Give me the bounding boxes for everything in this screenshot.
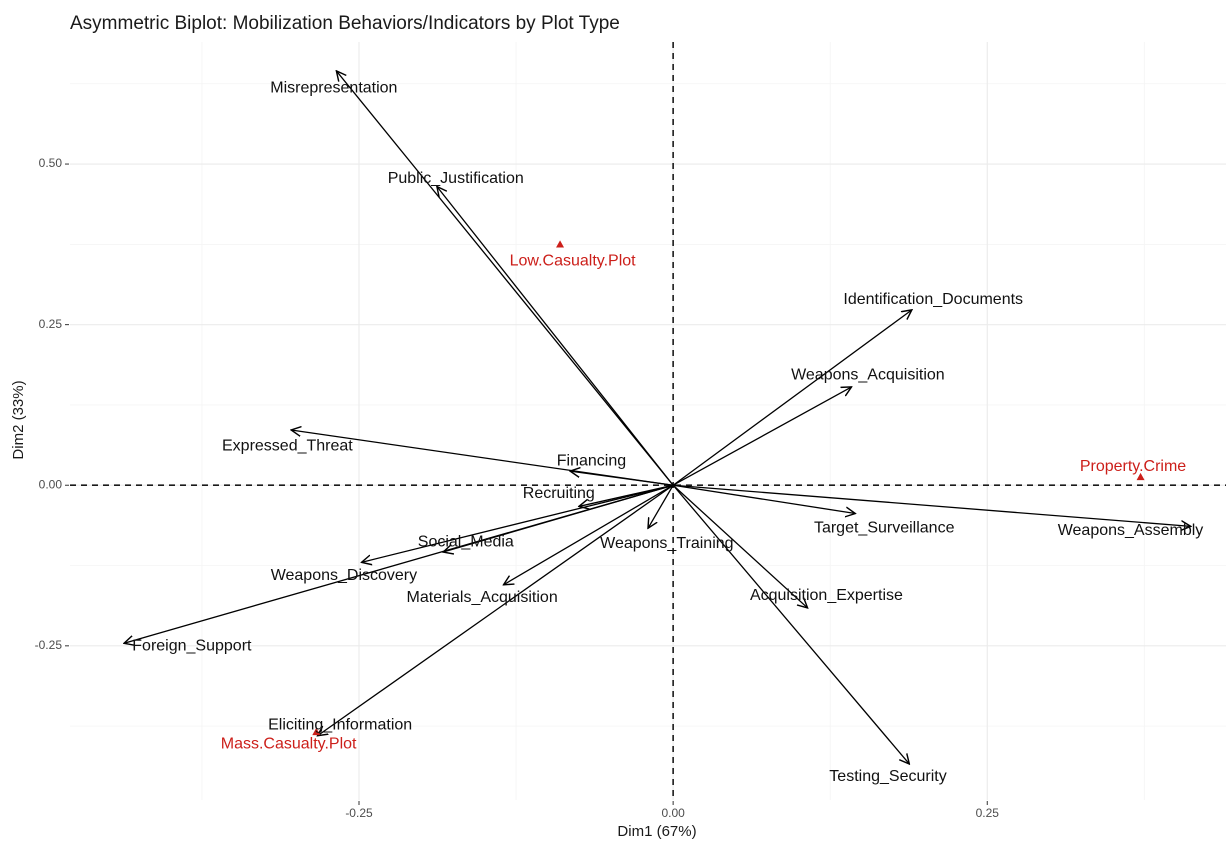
label-target-surveillance: Target_Surveillance (814, 519, 955, 536)
label-weapons-acquisition: Weapons_Acquisition (791, 367, 945, 384)
arrow-weapons-assembly (673, 484, 1191, 526)
axis-ticks: -0.25 0.00 0.25 -0.25 0.00 0.25 0.50 (35, 156, 1000, 820)
grid (70, 42, 1226, 800)
label-weapons-discovery: Weapons_Discovery (271, 567, 417, 584)
label-testing-security: Testing_Security (829, 768, 946, 785)
variable-labels: Misrepresentation Public_Justification Ide… (132, 79, 1203, 785)
label-identification-documents: Identification_Documents (843, 291, 1023, 308)
arrow-weapons-discovery (362, 484, 674, 562)
variable-arrows (124, 71, 1191, 764)
arrow-financing (570, 471, 674, 486)
y-tick-label: 0.25 (39, 317, 63, 331)
arrow-eliciting-information (318, 484, 674, 736)
x-tick-label: 0.00 (661, 806, 685, 820)
y-tick-label: 0.00 (39, 477, 63, 491)
label-financing: Financing (557, 453, 626, 470)
label-misrepresentation: Misrepresentation (270, 79, 397, 96)
arrow-target-surveillance (673, 484, 855, 513)
arrow-weapons-acquisition (672, 387, 851, 486)
x-tick-label: -0.25 (345, 806, 373, 820)
label-weapons-assembly: Weapons_Assembly (1058, 522, 1204, 539)
label-expressed-threat: Expressed_Threat (222, 437, 353, 454)
point-property-crime (1136, 472, 1145, 481)
plot-type-points: Low.Casualty.Plot Property.Crime Mass.Casu… (221, 240, 1186, 752)
label-weapons-training: Weapons_Training (600, 535, 733, 552)
x-axis-title: Dim1 (67%) (617, 823, 696, 840)
label-public-justification: Public_Justification (388, 170, 524, 187)
arrow-foreign-support (124, 484, 674, 643)
y-axis-title: Dim2 (33%) (10, 380, 27, 459)
point-mass-casualty-plot (312, 727, 321, 736)
label-materials-acquisition: Materials_Acquisition (407, 589, 558, 606)
chart-title: Asymmetric Biplot: Mobilization Behavior… (70, 13, 620, 34)
arrow-testing-security (672, 484, 909, 764)
label-eliciting-information: Eliciting_Information (268, 717, 412, 734)
point-low-casualty-plot (556, 240, 565, 248)
y-tick-label: -0.25 (35, 638, 63, 652)
label-recruiting: Recruiting (523, 485, 595, 502)
label-acquisition-expertise: Acquisition_Expertise (750, 587, 903, 604)
arrow-acquisition-expertise (672, 484, 807, 608)
point-label-low-casualty-plot: Low.Casualty.Plot (510, 252, 637, 269)
point-label-property-crime: Property.Crime (1080, 458, 1186, 475)
reference-lines (70, 42, 1226, 800)
arrow-materials-acquisition (504, 484, 674, 585)
arrow-public-justification (437, 187, 674, 486)
arrow-identification-documents (672, 310, 912, 486)
label-foreign-support: Foreign_Support (132, 638, 252, 655)
label-social-media: Social_Media (418, 534, 514, 551)
x-tick-label: 0.25 (976, 806, 1000, 820)
point-label-mass-casualty-plot: Mass.Casualty.Plot (221, 735, 357, 752)
arrow-weapons-training (648, 484, 674, 528)
arrow-misrepresentation (336, 71, 674, 486)
y-tick-label: 0.50 (39, 156, 63, 170)
